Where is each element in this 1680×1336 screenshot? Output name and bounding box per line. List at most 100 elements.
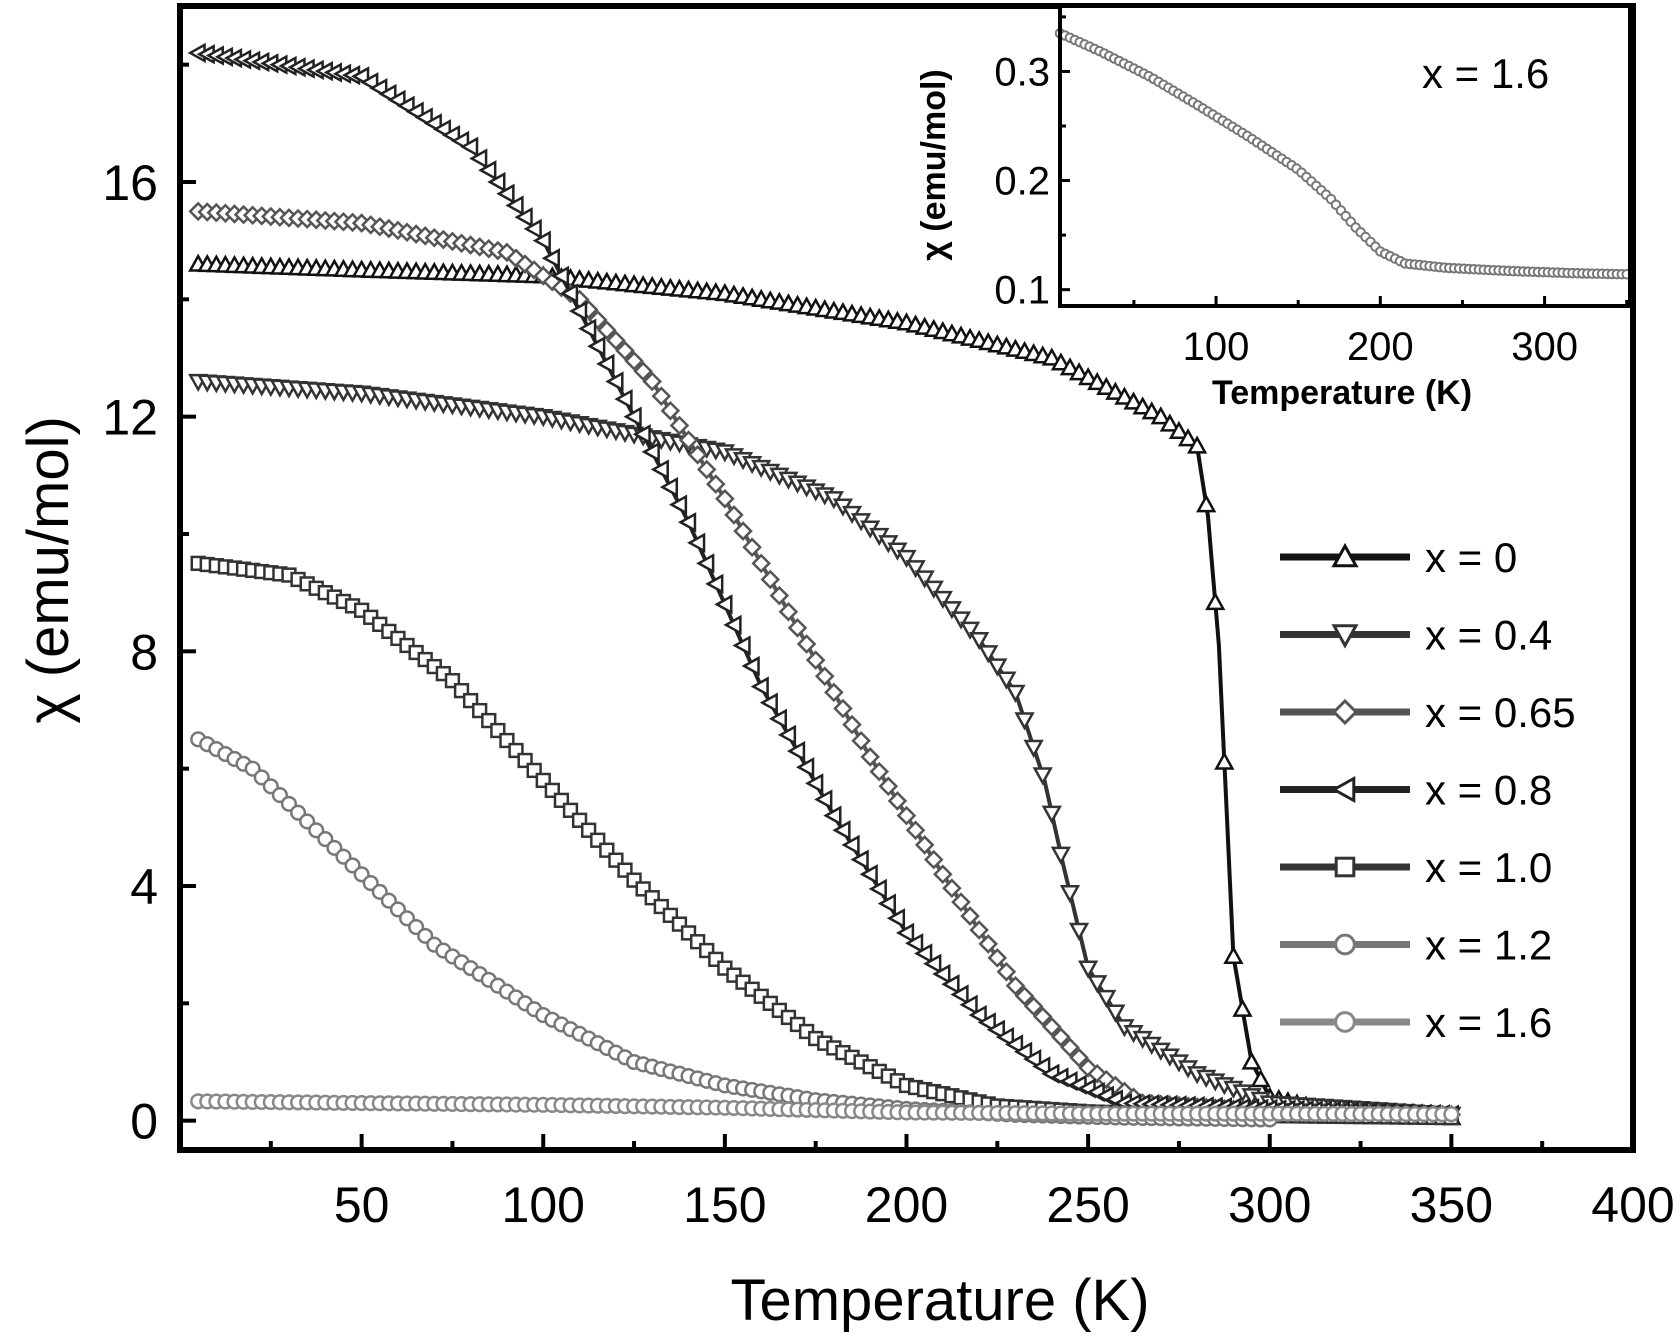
data-point xyxy=(569,300,588,322)
data-point xyxy=(768,708,788,729)
data-point xyxy=(778,601,799,622)
data-point xyxy=(1050,352,1072,371)
inset-data-series xyxy=(1054,28,1632,280)
y-tick-label: 16 xyxy=(102,155,158,211)
data-point xyxy=(1087,975,1108,994)
data-point xyxy=(851,731,871,751)
data-point xyxy=(1068,922,1090,941)
y-tick-label: 0 xyxy=(130,1094,158,1150)
data-point xyxy=(823,805,842,826)
data-point xyxy=(641,441,660,462)
data-point xyxy=(932,963,951,985)
data-point xyxy=(742,537,762,557)
data-point xyxy=(1232,998,1253,1017)
data-point xyxy=(706,474,726,494)
data-point xyxy=(1177,428,1199,447)
data-point xyxy=(1023,996,1044,1017)
data-point xyxy=(932,590,953,610)
data-point xyxy=(660,401,681,421)
data-point xyxy=(796,757,815,778)
data-point xyxy=(996,671,1017,690)
data-point xyxy=(687,445,708,465)
data-point xyxy=(460,136,479,157)
data-point xyxy=(1159,413,1180,432)
data-point xyxy=(977,1012,996,1033)
legend-label: x = 0.8 xyxy=(1425,767,1552,814)
legend-marker xyxy=(1330,775,1356,804)
y-tick-label: 8 xyxy=(130,624,158,680)
data-point xyxy=(1041,347,1062,366)
inset-annotation: x = 1.6 xyxy=(1422,50,1549,97)
data-point xyxy=(796,634,817,654)
x-tick-label: 250 xyxy=(1046,1177,1129,1233)
data-point xyxy=(923,580,944,599)
data-point xyxy=(914,835,935,855)
data-point xyxy=(815,666,835,687)
legend-label: x = 0 xyxy=(1425,534,1517,581)
legend-label: x = 0.4 xyxy=(1425,612,1552,659)
data-point xyxy=(624,351,644,371)
inset-x-tick-label: 100 xyxy=(1183,325,1250,369)
data-point xyxy=(1014,986,1035,1006)
main-data-series xyxy=(187,42,1462,1128)
data-point xyxy=(615,340,635,361)
data-point xyxy=(596,353,615,374)
inset-y-axis-title: χ (emu/mol) xyxy=(915,69,953,260)
data-point xyxy=(787,618,808,638)
data-point xyxy=(1059,885,1081,904)
x-tick-label: 50 xyxy=(334,1177,390,1233)
data-point xyxy=(677,512,697,533)
data-point xyxy=(850,849,869,870)
data-point xyxy=(496,183,515,204)
data-point xyxy=(550,265,570,286)
data-point xyxy=(1105,1004,1126,1023)
data-point xyxy=(487,171,506,193)
legend-marker xyxy=(1331,624,1359,649)
x-tick-label: 100 xyxy=(502,1177,585,1233)
inset-background xyxy=(1060,6,1630,306)
data-point xyxy=(1005,975,1026,996)
data-point xyxy=(905,933,924,954)
data-point xyxy=(1186,435,1208,454)
data-point xyxy=(623,406,642,427)
data-point xyxy=(1205,591,1226,611)
x-tick-label: 200 xyxy=(865,1177,948,1233)
series-x0.4 xyxy=(188,373,1462,1125)
data-point xyxy=(1069,1047,1089,1068)
data-point xyxy=(832,820,851,841)
x-tick-label: 350 xyxy=(1410,1177,1493,1233)
data-point xyxy=(833,698,853,719)
data-point xyxy=(987,658,1008,677)
series-x0.65 xyxy=(188,201,1462,1125)
data-point xyxy=(1114,386,1135,405)
data-point xyxy=(986,1019,1005,1040)
data-point xyxy=(951,892,971,912)
data-point xyxy=(950,984,969,1005)
legend-item: x = 0.8 xyxy=(1280,767,1552,814)
data-point xyxy=(896,805,917,826)
data-point xyxy=(759,692,778,713)
inset-plot-frame xyxy=(1058,4,1632,308)
data-point xyxy=(942,878,962,898)
data-point xyxy=(705,573,724,594)
data-point xyxy=(978,645,999,664)
legend-item: x = 1.2 xyxy=(1280,922,1552,969)
data-point xyxy=(805,773,824,794)
data-point xyxy=(632,424,651,445)
legend-marker xyxy=(1331,542,1359,568)
data-point xyxy=(751,553,771,574)
main-plot-frame xyxy=(177,3,1636,1153)
main-x-axis-title: Temperature (K) xyxy=(730,1268,1149,1333)
x-tick-label: 400 xyxy=(1591,1177,1674,1233)
data-point xyxy=(578,318,597,339)
data-point xyxy=(923,849,944,870)
data-point xyxy=(1051,1027,1071,1047)
data-point xyxy=(969,631,990,651)
data-point xyxy=(841,834,860,856)
data-point xyxy=(1042,1017,1062,1037)
data-point xyxy=(597,320,617,340)
legend-label: x = 1.0 xyxy=(1425,844,1552,891)
data-point xyxy=(605,371,624,392)
data-point xyxy=(760,569,781,590)
data-point xyxy=(1041,805,1062,824)
